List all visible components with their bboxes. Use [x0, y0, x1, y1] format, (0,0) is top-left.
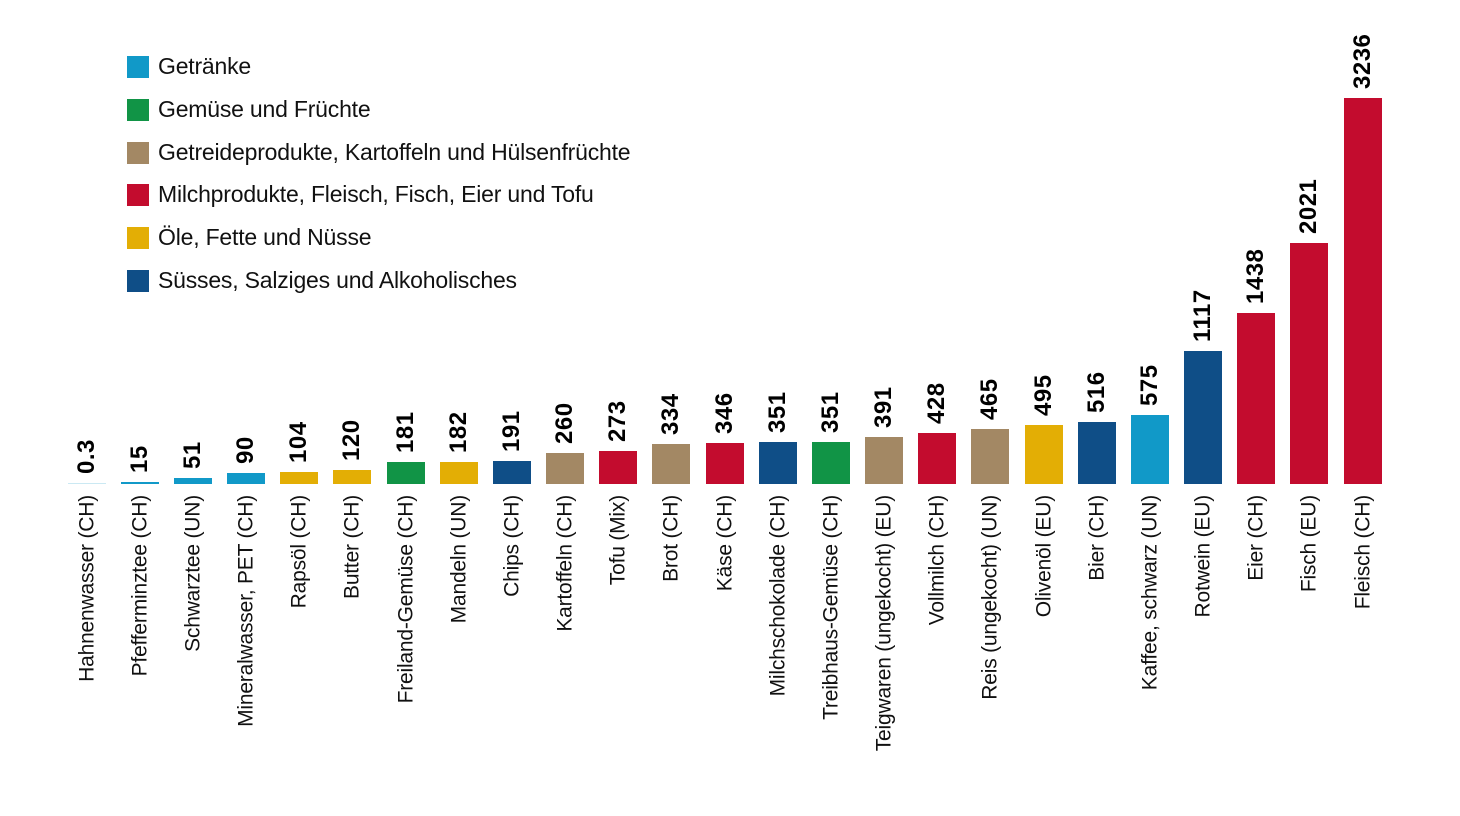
- legend-item: Milchprodukte, Fleisch, Fisch, Eier und …: [127, 183, 594, 206]
- bar-value-label: 1117: [1189, 289, 1217, 342]
- bar-category-label: Teigwaren (ungekocht) (EU): [872, 495, 896, 752]
- legend-swatch: [127, 183, 149, 206]
- bar-value-label: 181: [391, 411, 419, 454]
- bar-category-label: Rotwein (EU): [1191, 495, 1215, 618]
- bar-value-label: 2021: [1295, 178, 1323, 234]
- bar-category-label: Mineralwasser, PET (CH): [234, 495, 258, 727]
- bar-value-label: 260: [551, 402, 578, 444]
- bar-category-label: Chips (CH): [500, 495, 524, 597]
- bar: [333, 469, 372, 484]
- bar: [918, 432, 957, 484]
- bar-category-label: Fisch (EU): [1297, 495, 1321, 593]
- bar-value-label: 391: [870, 386, 898, 429]
- bar-category-label: Reis (ungekocht) (UN): [978, 495, 1002, 700]
- bar: [546, 453, 584, 484]
- legend-item: Getränke: [127, 55, 251, 78]
- bar: [280, 471, 319, 484]
- bar: [67, 482, 106, 484]
- bar: [439, 462, 478, 484]
- bar-category-label: Vollmilch (CH): [925, 495, 949, 626]
- bar: [758, 442, 797, 484]
- legend-swatch: [127, 98, 149, 121]
- legend-swatch: [127, 55, 149, 78]
- bar-value-label: 90: [232, 436, 259, 465]
- bar: [599, 451, 638, 484]
- bar-category-label: Mandeln (UN): [447, 495, 471, 624]
- bar-value-label: 516: [1082, 371, 1110, 414]
- bar: [386, 462, 425, 484]
- bar-value-label: 575: [1135, 364, 1163, 407]
- bar: [120, 482, 159, 484]
- bar: [1024, 425, 1063, 484]
- bar-category-label: Milchschokolade (CH): [766, 495, 790, 697]
- bar: [811, 442, 850, 484]
- bar-category-label: Kaffee, schwarz (UN): [1138, 495, 1162, 691]
- bar-category-label: Schwarztee (UN): [181, 495, 205, 652]
- bar: [1130, 415, 1169, 484]
- bar-category-label: Eier (CH): [1244, 495, 1268, 581]
- bar-value-label: 15: [125, 445, 153, 474]
- bar: [492, 461, 531, 484]
- bar-category-label: Bier (CH): [1085, 495, 1109, 581]
- legend-label: Milchprodukte, Fleisch, Fisch, Eier und …: [158, 181, 594, 207]
- bar-value-label: 182: [444, 411, 472, 454]
- bar-value-label: 51: [178, 441, 206, 469]
- bar-value-label: 346: [710, 392, 738, 434]
- bar-category-label: Käse (CH): [713, 495, 736, 592]
- bar: [865, 437, 904, 484]
- bar-value-label: 334: [657, 393, 685, 436]
- legend-item: Süsses, Salziges und Alkoholisches: [127, 269, 517, 292]
- legend-label: Getränke: [158, 53, 252, 79]
- bar: [705, 442, 744, 484]
- legend-label: Öle, Fette und Nüsse: [158, 224, 372, 250]
- bar-value-label: 351: [763, 391, 791, 434]
- bar-value-label: 3236: [1348, 33, 1376, 89]
- bar-category-label: Olivenöl (EU): [1032, 495, 1056, 618]
- bar-value-label: 273: [604, 400, 632, 443]
- bar-value-label: 351: [816, 391, 844, 434]
- bar: [1290, 242, 1329, 484]
- bar-value-label: 104: [285, 421, 313, 463]
- bar-value-label: 428: [923, 382, 951, 424]
- legend-item: Öle, Fette und Nüsse: [127, 224, 372, 250]
- bar: [1237, 312, 1276, 484]
- bar-category-label: Brot (CH): [659, 495, 683, 582]
- bar: [1077, 422, 1116, 484]
- bar-value-label: 495: [1029, 374, 1057, 416]
- bar: [1184, 350, 1223, 484]
- bar-category-label: Treibhaus-Gemüse (CH): [819, 495, 843, 720]
- legend-item: Getreideprodukte, Kartoffeln und Hülsenf…: [127, 139, 631, 165]
- bar-category-label: Tofu (Mix): [606, 495, 630, 586]
- legend-swatch: [127, 269, 149, 292]
- bar-value-label: 191: [497, 410, 525, 453]
- legend-swatch: [127, 141, 149, 164]
- bar: [227, 473, 265, 484]
- bar: [1343, 98, 1382, 484]
- bar-value-label: 120: [338, 419, 366, 461]
- bar-category-label: Fleisch (CH): [1351, 495, 1375, 610]
- bar-category-label: Butter (CH): [340, 495, 364, 599]
- bar-category-label: Pfefferminztee (CH): [128, 495, 152, 677]
- bar-value-label: 0.3: [72, 438, 100, 474]
- legend-label: Getreideprodukte, Kartoffeln und Hülsenf…: [158, 139, 631, 165]
- bar-category-label: Freiland-Gemüse (CH): [394, 495, 417, 704]
- bar-value-label: 1438: [1242, 248, 1270, 304]
- legend-label: Süsses, Salziges und Alkoholisches: [158, 267, 517, 293]
- bar: [652, 444, 691, 484]
- bar-value-label: 465: [976, 377, 1004, 420]
- legend-swatch: [127, 226, 149, 249]
- bar-category-label: Hahnenwasser (CH): [75, 495, 98, 682]
- legend-label: Gemüse und Früchte: [158, 96, 371, 122]
- legend-item: Gemüse und Früchte: [127, 96, 371, 122]
- bar: [971, 428, 1010, 484]
- bar-category-label: Kartoffeln (CH): [553, 495, 577, 632]
- bar-category-label: Rapsöl (CH): [287, 495, 311, 609]
- bar: [173, 477, 212, 484]
